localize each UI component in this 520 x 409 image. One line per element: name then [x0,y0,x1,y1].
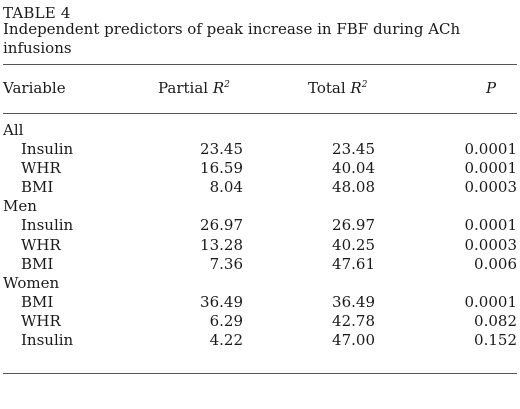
total-r2-cell: 40.04 [332,159,375,178]
p-value-cell: 0.152 [474,331,517,350]
table-row: WHR 6.29 42.78 0.082 [0,312,520,331]
partial-r2-cell: 36.49 [200,292,243,311]
total-r2-cell: 40.25 [332,235,375,254]
partial-r2-cell: 4.22 [209,331,243,350]
total-r2-cell: 42.78 [332,311,375,330]
total-r2-cell: 48.08 [332,178,375,197]
table-row: Insulin 26.97 26.97 0.0001 [0,216,520,235]
variable-cell: BMI [21,292,54,311]
partial-r2-cell: 6.29 [209,311,243,330]
variable-cell: WHR [21,235,61,254]
total-r2-cell: 36.49 [332,292,375,311]
partial-r2-cell: 8.04 [209,178,243,197]
partial-r2-cell: 7.36 [209,254,243,273]
total-r2-cell: 26.97 [332,216,375,235]
p-value-cell: 0.0003 [464,235,518,254]
partial-r2-cell: 16.59 [200,159,243,178]
variable-cell: Insulin [21,140,74,159]
p-value-cell: 0.0001 [464,159,518,178]
group-row: All [0,121,520,140]
group-label: Men [3,197,37,216]
table-row: BMI 7.36 47.61 0.006 [0,255,520,274]
partial-r2-cell: 23.45 [200,140,243,159]
table-label: TABLE 4 [3,4,71,22]
p-value-cell: 0.082 [474,311,517,330]
top-rule [3,64,517,65]
variable-cell: WHR [21,311,61,330]
table-row: WHR 13.28 40.25 0.0003 [0,236,520,255]
total-r2-cell: 23.45 [332,140,375,159]
variable-cell: Insulin [21,216,74,235]
header-partial-r2: Partial R2 [158,79,230,97]
partial-r2-cell: 13.28 [200,235,243,254]
variable-cell: Insulin [21,331,74,350]
group-label: Women [3,273,60,292]
table-row: BMI 36.49 36.49 0.0001 [0,293,520,312]
table-row: WHR 16.59 40.04 0.0001 [0,159,520,178]
p-value-cell: 0.0003 [464,178,518,197]
table-caption: Independent predictors of peak increase … [3,20,461,57]
bottom-rule [3,373,517,374]
group-row: Women [0,274,520,293]
total-r2-cell: 47.61 [332,254,375,273]
table-row: BMI 8.04 48.08 0.0003 [0,178,520,197]
header-variable: Variable [3,79,66,97]
table-row: Insulin 23.45 23.45 0.0001 [0,140,520,159]
variable-cell: WHR [21,159,61,178]
p-value-cell: 0.0001 [464,216,518,235]
header-total-r2: Total R2 [308,79,368,97]
table-row: Insulin 4.22 47.00 0.152 [0,331,520,350]
partial-r2-cell: 26.97 [200,216,243,235]
table-header: Variable Partial R2 Total R2 P [0,79,520,99]
p-value-cell: 0.0001 [464,292,518,311]
total-r2-cell: 47.00 [332,331,375,350]
p-value-cell: 0.0001 [464,140,518,159]
table-body: All Insulin 23.45 23.45 0.0001 WHR 16.59… [0,121,520,350]
variable-cell: BMI [21,178,54,197]
p-value-cell: 0.006 [474,254,517,273]
header-p-value: P [486,79,497,97]
group-label: All [3,121,24,139]
variable-cell: BMI [21,254,54,273]
group-row: Men [0,197,520,216]
header-rule [3,113,517,114]
